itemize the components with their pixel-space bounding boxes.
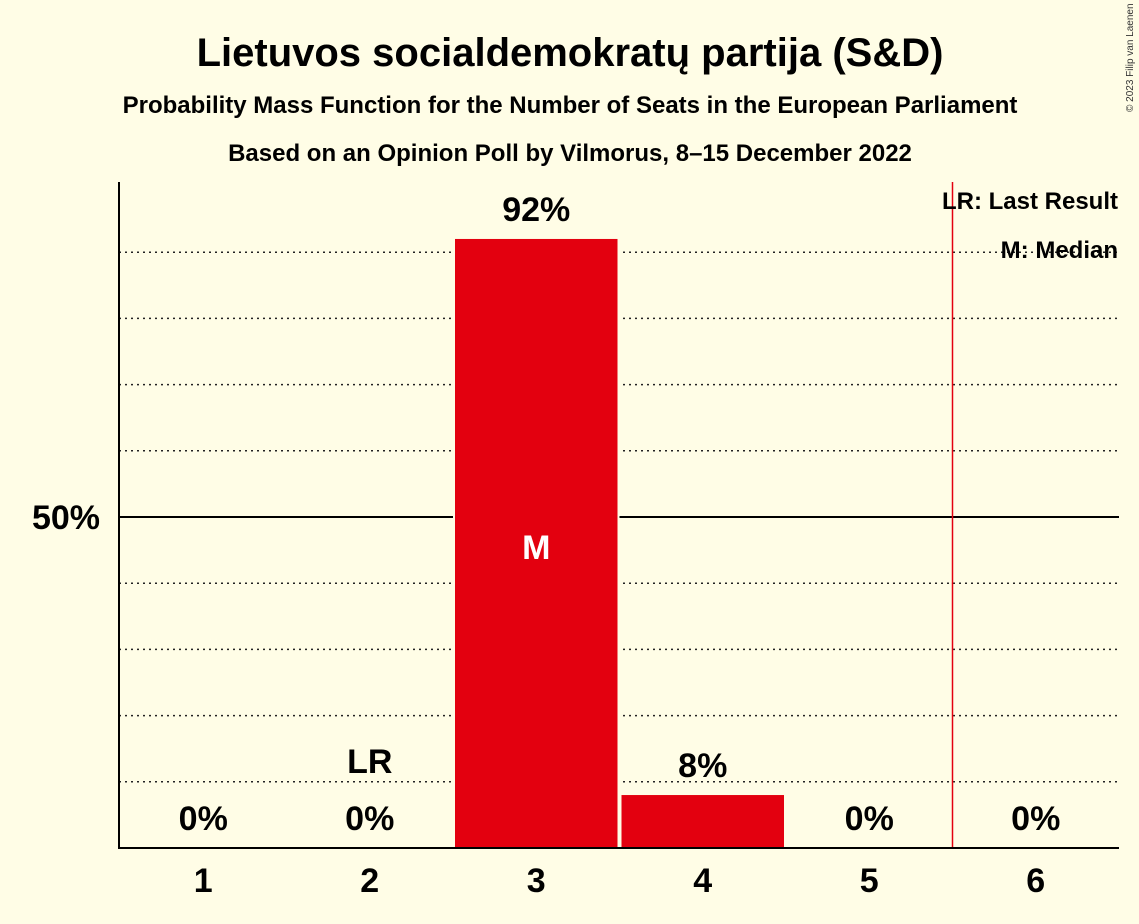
x-tick-label-6: 6 — [1026, 862, 1045, 900]
chart-subtitle-source: Based on an Opinion Poll by Vilmorus, 8–… — [228, 140, 912, 167]
value-label-3: 92% — [502, 191, 570, 229]
copyright-text: © 2023 Filip van Laenen — [1125, 3, 1136, 112]
value-label-6: 0% — [1011, 800, 1060, 838]
legend-last-result: LR: Last Result — [942, 188, 1118, 215]
legend-median: M: Median — [1001, 237, 1118, 264]
value-label-2: 0% — [345, 800, 394, 838]
value-label-4: 8% — [678, 747, 727, 785]
value-label-5: 0% — [845, 800, 894, 838]
x-tick-label-2: 2 — [360, 862, 379, 900]
bar-3 — [455, 238, 618, 848]
bar-4 — [621, 795, 784, 848]
median-marker: M — [522, 529, 550, 567]
x-tick-label-5: 5 — [860, 862, 879, 900]
bars — [453, 236, 786, 848]
y-tick-label-50: 50% — [32, 499, 100, 537]
x-tick-label-3: 3 — [527, 862, 546, 900]
chart-title: Lietuvos socialdemokratų partija (S&D) — [197, 31, 944, 75]
chart-subtitle: Probability Mass Function for the Number… — [123, 92, 1018, 119]
chart-marks: 0% 1 0% 2 92% 3 8% 4 0% 5 0% 6 LR M — [179, 182, 1060, 900]
x-tick-label-1: 1 — [194, 862, 213, 900]
x-tick-label-4: 4 — [693, 862, 712, 900]
value-label-1: 0% — [179, 800, 228, 838]
last-result-marker: LR — [347, 743, 392, 781]
